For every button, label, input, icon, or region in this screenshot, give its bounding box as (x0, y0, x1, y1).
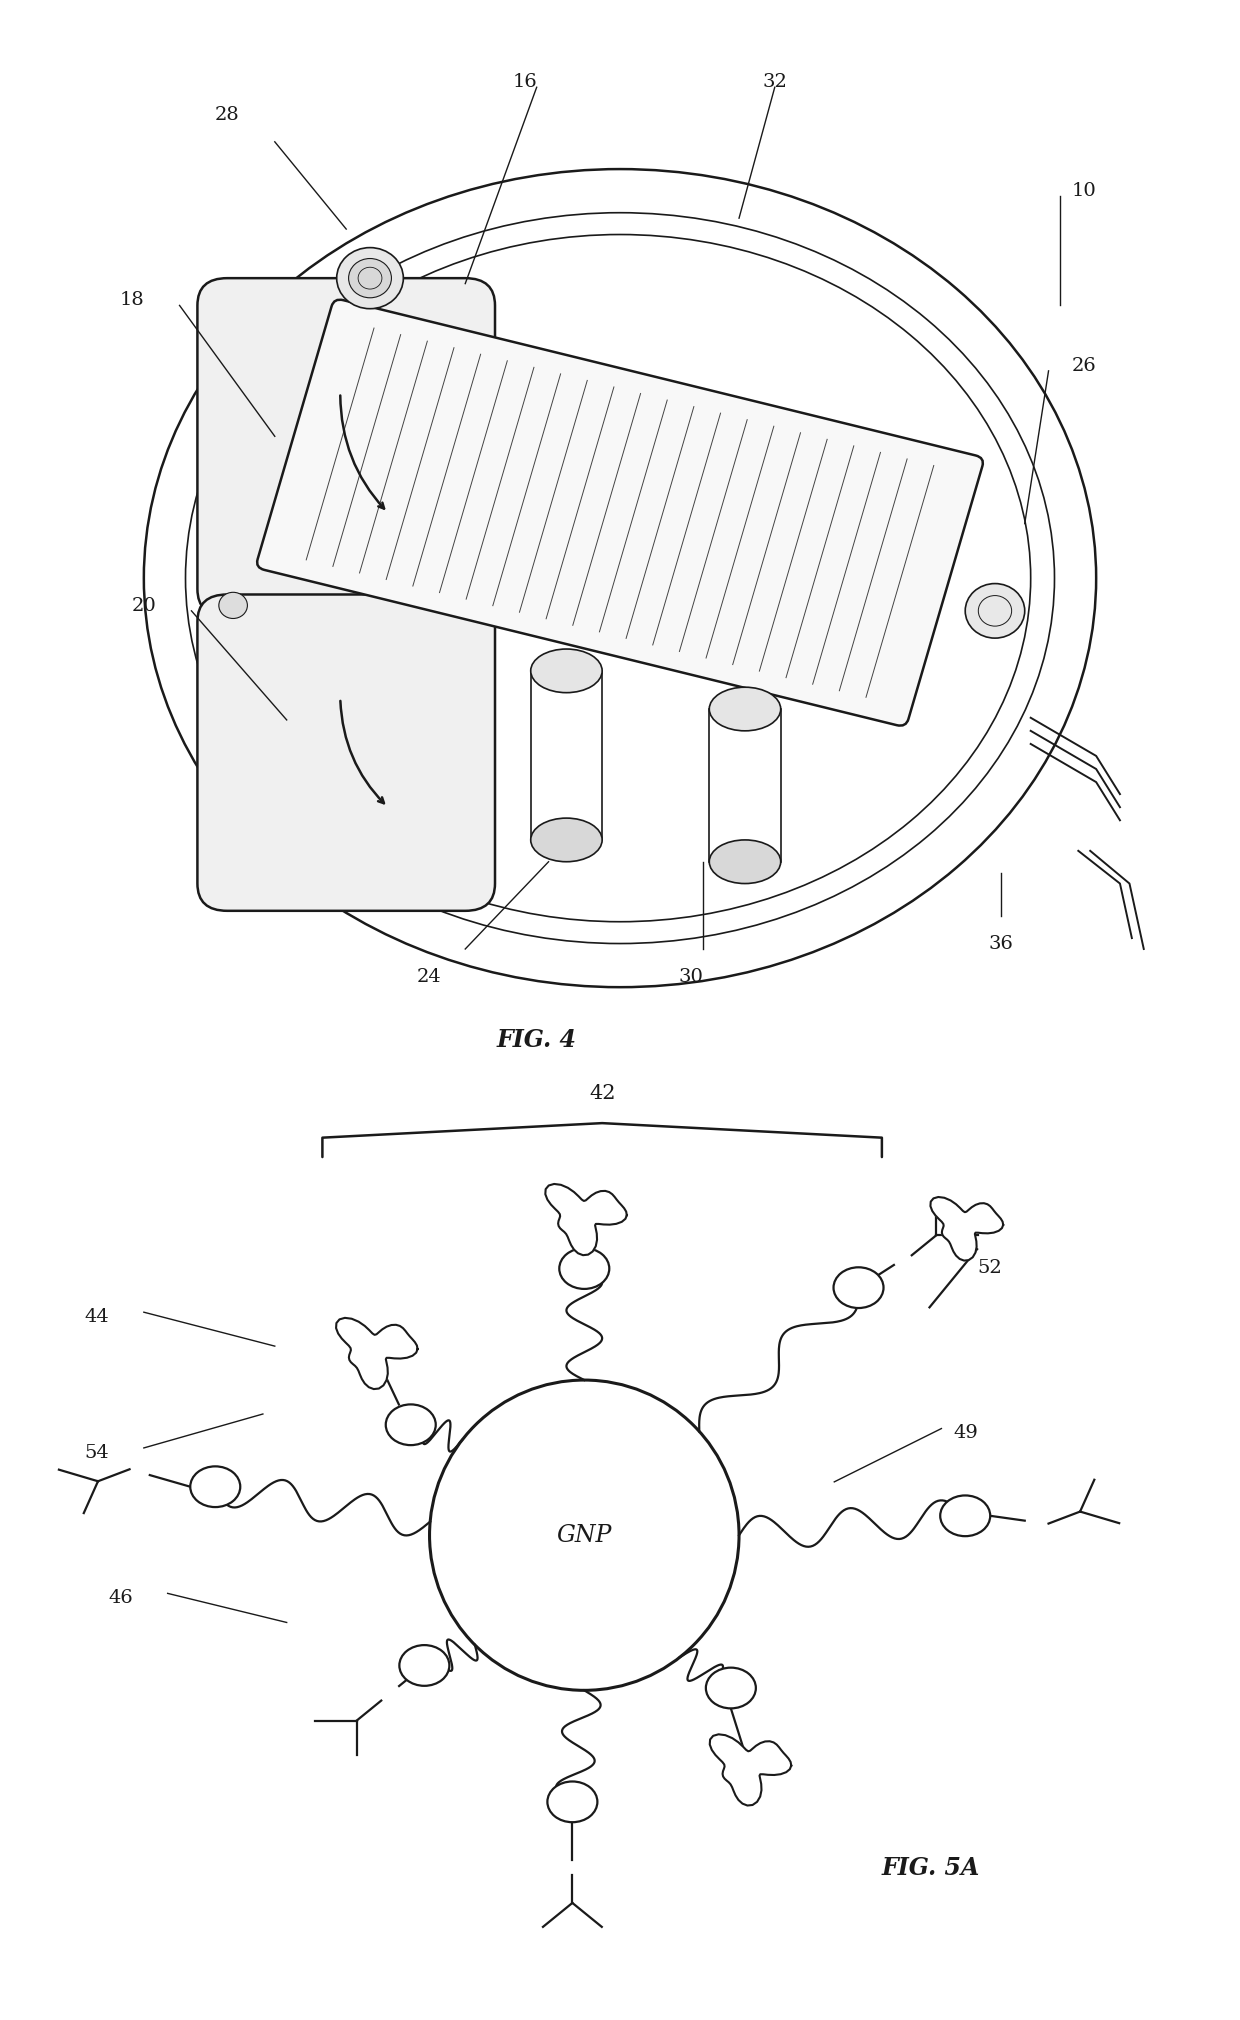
Text: 44: 44 (84, 1307, 109, 1325)
Text: FIG. 5A: FIG. 5A (882, 1856, 981, 1879)
Polygon shape (709, 1735, 791, 1806)
FancyBboxPatch shape (197, 594, 495, 911)
Text: 54: 54 (84, 1444, 109, 1462)
Text: 36: 36 (988, 935, 1013, 953)
Text: 49: 49 (954, 1424, 978, 1442)
Text: 46: 46 (108, 1590, 133, 1608)
Ellipse shape (531, 648, 603, 693)
Polygon shape (546, 1184, 626, 1254)
Circle shape (218, 592, 248, 618)
Circle shape (965, 584, 1024, 638)
Circle shape (399, 1644, 449, 1687)
Text: FIG. 4: FIG. 4 (497, 1028, 577, 1052)
Text: 32: 32 (763, 73, 787, 91)
Text: 42: 42 (589, 1085, 615, 1103)
Text: 52: 52 (977, 1258, 1002, 1277)
Circle shape (190, 1467, 241, 1507)
Text: 16: 16 (512, 73, 537, 91)
Text: 28: 28 (215, 105, 239, 123)
Circle shape (706, 1669, 756, 1709)
Text: 10: 10 (1071, 182, 1096, 200)
Circle shape (547, 1782, 598, 1822)
Circle shape (833, 1267, 884, 1309)
Text: 20: 20 (131, 596, 156, 614)
Ellipse shape (531, 818, 603, 863)
Text: 18: 18 (119, 291, 144, 309)
Text: 26: 26 (1071, 358, 1096, 376)
Ellipse shape (429, 1380, 739, 1691)
Text: 30: 30 (680, 968, 704, 986)
Ellipse shape (709, 840, 781, 883)
Circle shape (348, 259, 392, 297)
Ellipse shape (709, 687, 781, 731)
FancyBboxPatch shape (197, 279, 495, 616)
Circle shape (386, 1404, 435, 1444)
Polygon shape (930, 1198, 1003, 1260)
Circle shape (559, 1248, 609, 1289)
Circle shape (337, 248, 403, 309)
FancyBboxPatch shape (257, 299, 983, 725)
Polygon shape (336, 1317, 418, 1390)
Text: 24: 24 (417, 968, 441, 986)
Circle shape (940, 1495, 991, 1535)
Text: GNP: GNP (557, 1523, 613, 1547)
